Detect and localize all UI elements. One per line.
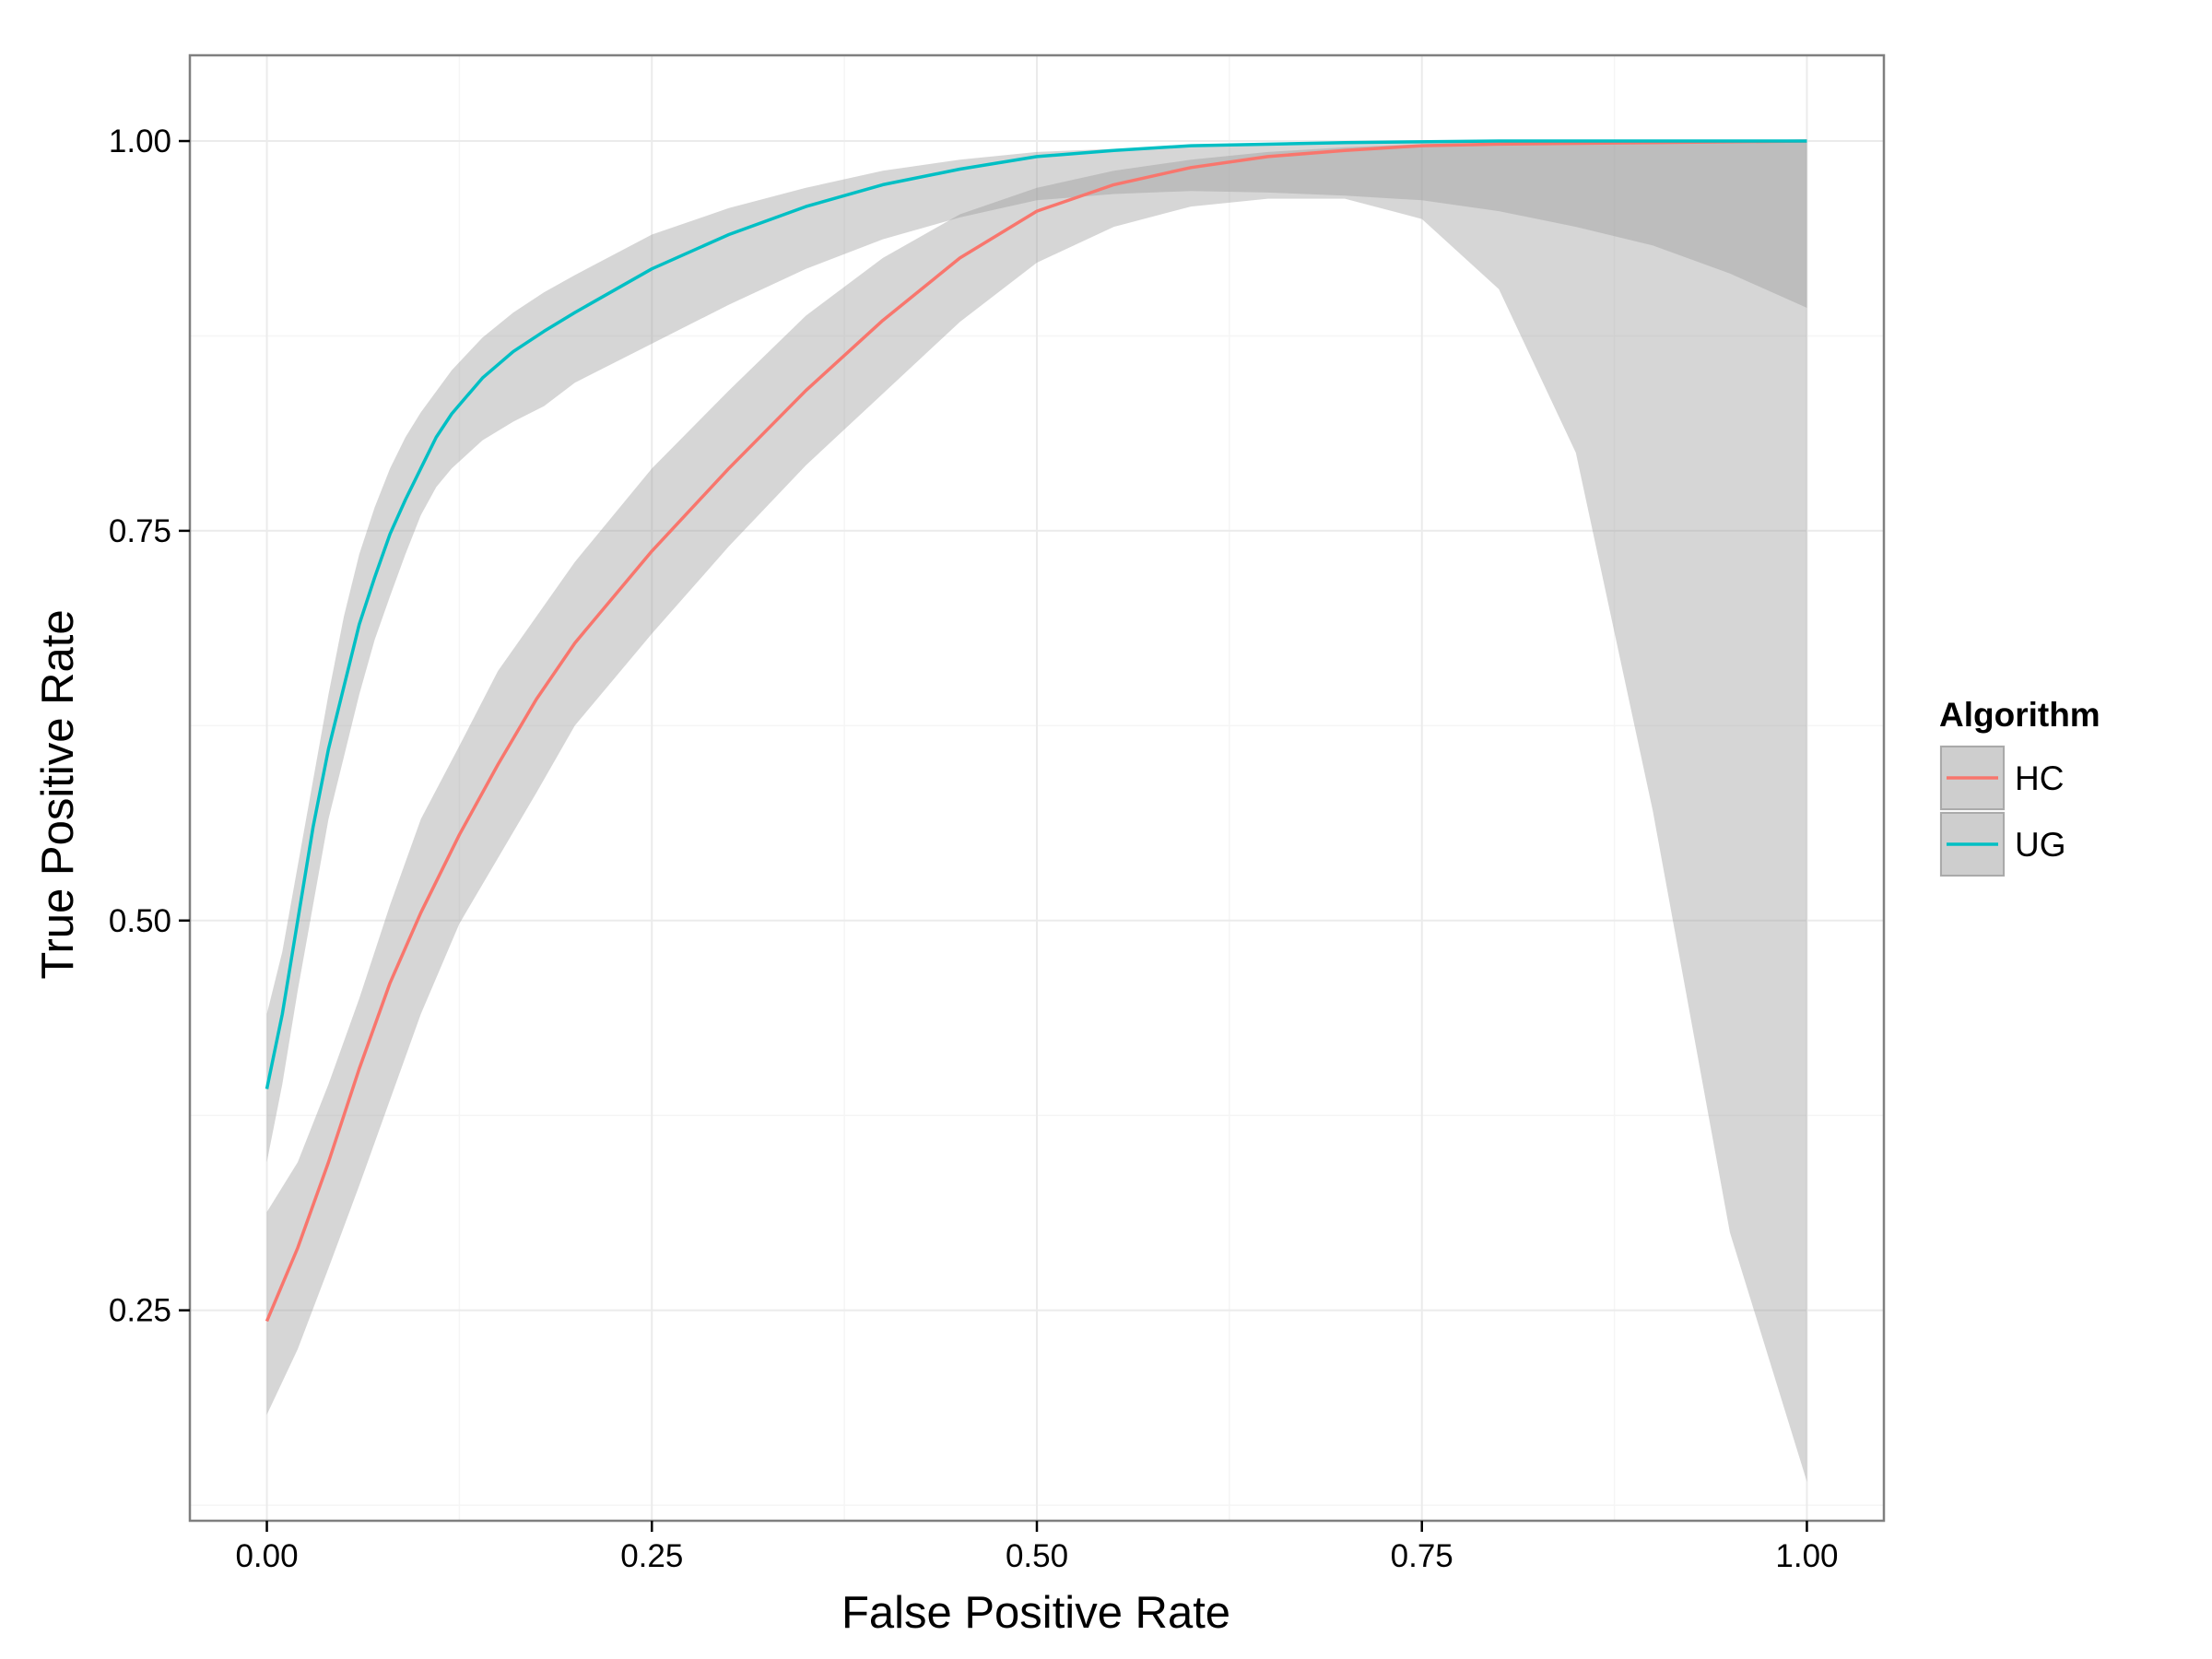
y-axis-title: True Positive Rate [33, 609, 83, 979]
line-hc [265, 139, 1807, 1323]
x-tick-label: 1.00 [1775, 1538, 1838, 1574]
legend-label: UG [2015, 826, 2066, 864]
y-tick-label: 1.00 [109, 124, 171, 159]
legend-item-hc: HC [1938, 744, 2064, 812]
y-tick-label: 0.75 [109, 513, 171, 549]
x-tick-label: 0.50 [1006, 1538, 1068, 1574]
legend-label: HC [2015, 759, 2064, 797]
confidence-bands [266, 141, 1807, 1482]
line-ug [265, 139, 1807, 1089]
legend: Algorithm HC UG [1938, 696, 2100, 878]
series-lines [265, 139, 1807, 1323]
x-tick-label: 0.75 [1391, 1538, 1453, 1574]
x-tick-label: 0.00 [235, 1538, 298, 1574]
x-axis-tick-labels: 0.00 0.25 0.50 0.75 1.00 [235, 1538, 1838, 1574]
band-hc [266, 141, 1807, 1482]
axis-ticks [179, 139, 1808, 1532]
y-tick-label: 0.50 [109, 903, 171, 939]
x-axis-title: False Positive Rate [841, 1588, 1230, 1638]
major-grid [190, 55, 1884, 1521]
band-ug [266, 141, 1807, 1162]
legend-title: Algorithm [1939, 696, 2100, 734]
legend-item-ug: UG [1938, 810, 2066, 878]
y-tick-label: 0.25 [109, 1293, 171, 1329]
y-axis-tick-labels: 0.25 0.50 0.75 1.00 [109, 124, 171, 1329]
x-tick-label: 0.25 [620, 1538, 683, 1574]
